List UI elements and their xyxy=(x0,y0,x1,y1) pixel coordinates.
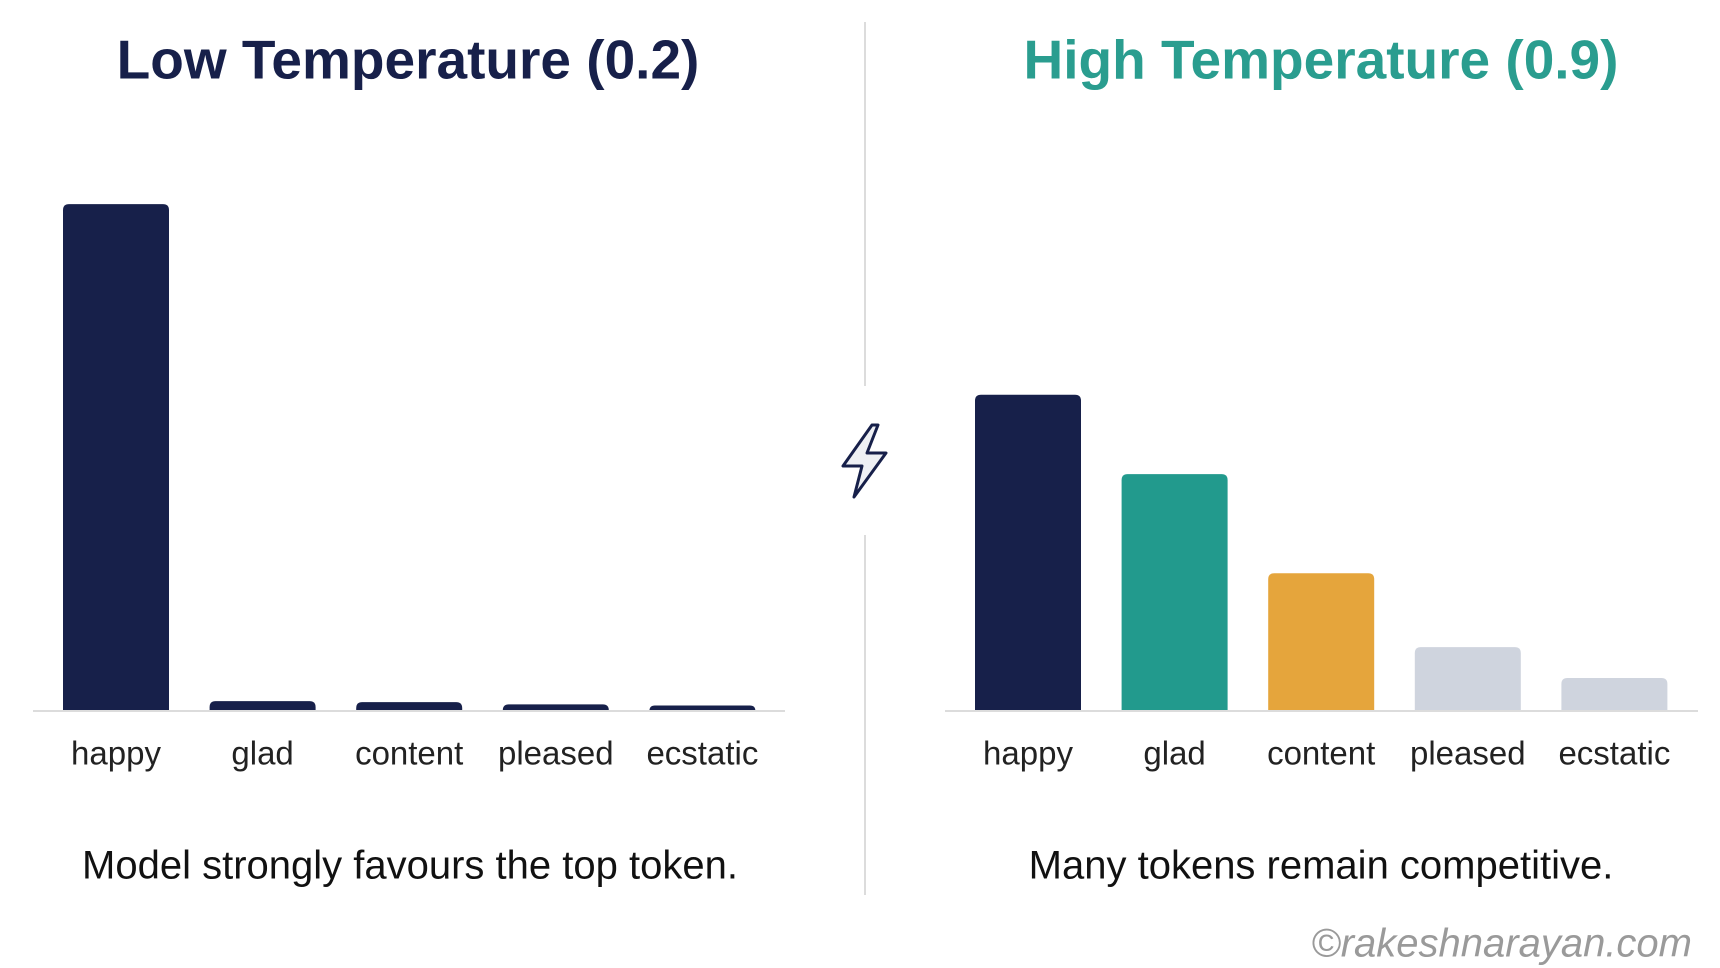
x-tick-label: happy xyxy=(983,735,1073,772)
x-tick-label: happy xyxy=(71,735,161,772)
bar xyxy=(63,204,169,711)
bar xyxy=(502,704,609,711)
x-tick-label: ecstatic xyxy=(1558,735,1670,772)
x-tick-label: glad xyxy=(1143,735,1205,772)
watermark: ©rakeshnarayan.com xyxy=(1311,922,1692,966)
chart-title: High Temperature (0.9) xyxy=(1024,29,1619,91)
x-tick-label: content xyxy=(355,735,463,772)
x-tick-label: pleased xyxy=(498,735,614,772)
bar xyxy=(1561,677,1668,711)
bar xyxy=(209,701,316,711)
x-tick-label: content xyxy=(1267,735,1375,772)
caption: Many tokens remain competitive. xyxy=(1029,844,1614,888)
bar xyxy=(1121,474,1228,711)
chart-title: Low Temperature (0.2) xyxy=(117,29,700,91)
x-tick-label: pleased xyxy=(1410,735,1526,772)
x-tick-label: glad xyxy=(231,735,293,772)
bar xyxy=(649,705,756,711)
caption: Model strongly favours the top token. xyxy=(82,844,738,888)
bar xyxy=(1268,573,1375,711)
lightning-icon xyxy=(841,423,888,499)
x-tick-label: ecstatic xyxy=(646,735,758,772)
bar xyxy=(356,702,463,711)
bar xyxy=(1414,647,1521,711)
bar xyxy=(975,394,1081,711)
